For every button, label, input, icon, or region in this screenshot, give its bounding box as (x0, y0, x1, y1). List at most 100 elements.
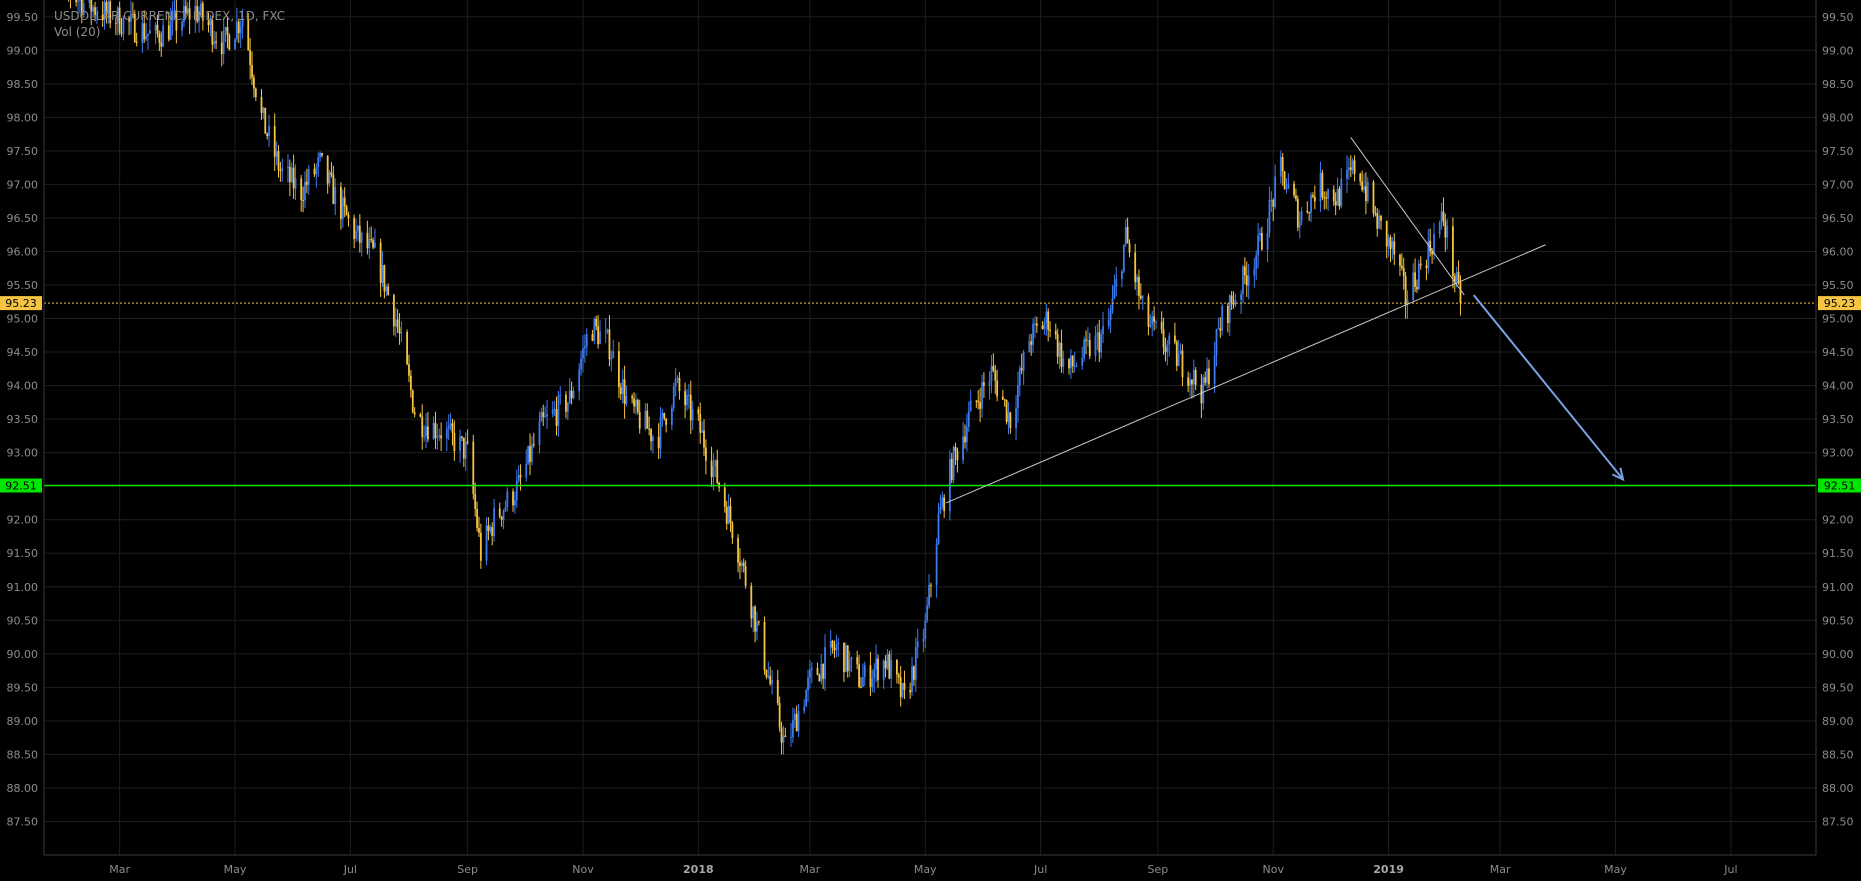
candle (684, 382, 686, 419)
candle-body (1400, 265, 1403, 268)
candle-body (1009, 412, 1012, 429)
symbol-title[interactable]: USDOLLAR CURRENCY INDEX, 1D, FXC (54, 9, 286, 23)
candle (888, 650, 891, 680)
candle-body (517, 475, 520, 482)
y-tick-label-right: 97.00 (1822, 178, 1854, 191)
x-tick-label: Jul (343, 863, 357, 876)
candle-body (625, 396, 628, 404)
candle (877, 654, 879, 688)
candle (307, 165, 310, 195)
candle (954, 442, 957, 465)
candle (1319, 161, 1322, 213)
y-tick-label-left: 89.00 (7, 715, 39, 728)
candle (767, 661, 770, 680)
candle-body (1321, 172, 1324, 198)
candle (1001, 389, 1004, 401)
candle-body (80, 0, 83, 16)
candle-body (739, 562, 741, 567)
candle (128, 15, 131, 36)
candle (742, 558, 745, 573)
y-tick-label-left: 97.00 (7, 178, 39, 191)
candle-body (1359, 173, 1362, 182)
candle (674, 368, 677, 397)
candle (793, 708, 796, 728)
candle-body (689, 394, 692, 421)
candle-body (1107, 319, 1110, 327)
candle-body (962, 436, 964, 461)
candle (1153, 306, 1156, 331)
candle (451, 418, 454, 446)
candle-body (1425, 265, 1428, 269)
candle (1208, 359, 1210, 388)
candle (141, 16, 144, 54)
candle-body (1177, 353, 1180, 366)
candle (1204, 371, 1207, 386)
candle (1056, 328, 1059, 365)
volume-indicator-label[interactable]: Vol (20) (54, 25, 101, 39)
candle (691, 400, 694, 430)
candle-body (1240, 294, 1242, 300)
candle-body (824, 647, 826, 679)
candle-body (1189, 379, 1191, 386)
candle-body (837, 642, 840, 645)
candle (585, 328, 588, 356)
candle-body (896, 660, 898, 675)
candle (461, 435, 463, 442)
candle (1083, 336, 1086, 362)
candle-body (899, 677, 902, 697)
candle (557, 390, 560, 437)
candle-body (844, 645, 847, 673)
candle-body (357, 225, 359, 231)
y-tick-label-left: 87.50 (7, 815, 39, 828)
candle (752, 606, 755, 633)
candle (712, 453, 715, 491)
candle-body (1122, 244, 1125, 272)
candle (408, 354, 410, 383)
candle (200, 0, 202, 18)
candle-body (1175, 341, 1178, 366)
candle (886, 649, 889, 671)
y-tick-label-left: 93.00 (7, 447, 39, 460)
candle (372, 237, 374, 250)
candle-body (154, 24, 157, 31)
candle-body (307, 169, 310, 185)
candle (1124, 219, 1127, 247)
candle (739, 548, 741, 580)
candle (937, 502, 940, 546)
candle (487, 517, 490, 541)
candle (319, 151, 322, 162)
candle-body (1085, 339, 1087, 341)
candle-body (1372, 181, 1375, 214)
candle-body (173, 10, 176, 14)
candle (1359, 172, 1362, 186)
candle (1327, 188, 1329, 212)
candle-body (638, 412, 641, 429)
candle-body (1202, 377, 1205, 404)
candle-body (1247, 275, 1250, 286)
candle (1028, 333, 1031, 353)
candle (822, 663, 825, 689)
candle-body (1113, 286, 1116, 299)
candle (287, 154, 289, 183)
candle-body (1213, 355, 1216, 385)
candle (392, 293, 395, 336)
candle (1041, 320, 1044, 330)
candle (1126, 217, 1129, 244)
candle-body (519, 475, 522, 478)
candle (703, 419, 705, 456)
candle-body (1374, 213, 1377, 215)
candle (1417, 259, 1420, 290)
candle-body (582, 348, 584, 359)
candle (453, 420, 456, 461)
candle-body (1056, 334, 1059, 357)
candle (1054, 323, 1057, 340)
candle-body (1293, 183, 1295, 196)
candle (105, 0, 108, 24)
candle (90, 0, 93, 26)
candle-body (347, 214, 350, 218)
candle (88, 0, 91, 9)
candle (962, 422, 964, 465)
candle (570, 381, 573, 405)
candle (939, 494, 942, 514)
